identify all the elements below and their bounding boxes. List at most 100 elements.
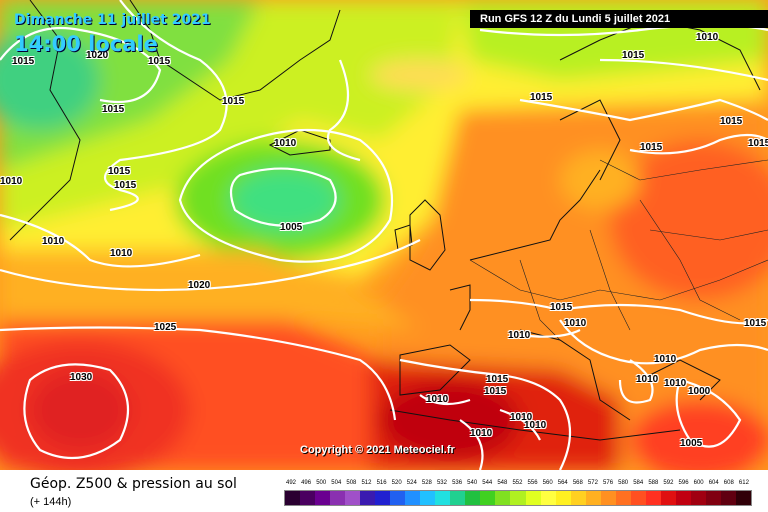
legend-label: 556 xyxy=(527,480,538,486)
legend-label: 496 xyxy=(301,480,312,486)
isobar-label: 1020 xyxy=(86,50,109,61)
legend-label: 524 xyxy=(406,480,417,486)
legend-swatch xyxy=(330,491,346,505)
legend-label: 548 xyxy=(497,480,508,486)
legend-label: 500 xyxy=(316,480,327,486)
legend-label: 504 xyxy=(331,480,342,486)
legend-swatch xyxy=(660,491,676,505)
legend-label: 508 xyxy=(346,480,357,486)
legend-label: 572 xyxy=(587,480,598,486)
isobar-label: 1015 xyxy=(640,142,663,153)
legend-swatch xyxy=(345,491,361,505)
isobar-label: 1010 xyxy=(426,394,449,405)
legend-label: 564 xyxy=(557,480,568,486)
model-run-info: Run GFS 12 Z du Lundi 5 juillet 2021 xyxy=(470,10,768,28)
legend-label: 560 xyxy=(542,480,553,486)
isobar-label: 1015 xyxy=(622,50,645,61)
legend-label: 540 xyxy=(467,480,478,486)
country-borders xyxy=(469,159,768,341)
legend-label: 536 xyxy=(452,480,463,486)
isobar-label: 1015 xyxy=(720,116,743,127)
isobar-label: 1010 xyxy=(564,318,587,329)
legend-label: 584 xyxy=(633,480,644,486)
legend-label: 520 xyxy=(391,480,402,486)
isobar-label: 1025 xyxy=(154,322,177,333)
legend-swatch xyxy=(600,491,616,505)
legend-footer: Géop. Z500 & pression au sol (+ 144h) 49… xyxy=(0,470,768,512)
isobar-label: 1015 xyxy=(748,138,768,149)
legend-swatch xyxy=(570,491,586,505)
legend-swatch xyxy=(390,491,406,505)
legend-label: 568 xyxy=(572,480,583,486)
legend-swatch xyxy=(300,491,316,505)
isobar-label: 1010 xyxy=(470,428,493,439)
forecast-offset: (+ 144h) xyxy=(30,496,72,508)
legend-swatch xyxy=(645,491,661,505)
legend-swatch xyxy=(480,491,496,505)
legend-swatch xyxy=(360,491,376,505)
legend-swatch xyxy=(615,491,631,505)
isobar-label: 1015 xyxy=(530,92,553,103)
legend-swatch xyxy=(675,491,691,505)
forecast-map: 1015 1020 1015 1015 1015 1010 1015 1015 1010 1005… xyxy=(0,0,768,470)
coastlines xyxy=(9,0,761,441)
isobar-label: 1010 xyxy=(274,138,297,149)
legend-label: 492 xyxy=(286,480,297,486)
isobar-label: 1000 xyxy=(688,386,711,397)
legend-label: 552 xyxy=(512,480,523,486)
legend-swatch xyxy=(375,491,391,505)
isobar-label: 1005 xyxy=(280,222,303,233)
isobar-label: 1015 xyxy=(108,166,131,177)
legend-swatch xyxy=(690,491,706,505)
isobar-label: 1010 xyxy=(524,420,547,431)
copyright: Copyright © 2021 Meteociel.fr xyxy=(300,444,455,456)
isobar-label: 1015 xyxy=(484,386,507,397)
legend-swatch xyxy=(315,491,331,505)
legend-swatch xyxy=(285,491,301,505)
isobar-label: 1015 xyxy=(102,104,125,115)
legend-swatch xyxy=(705,491,721,505)
legend-label: 600 xyxy=(693,480,704,486)
isobar-label: 1010 xyxy=(0,176,23,187)
isobar-label: 1010 xyxy=(510,412,533,423)
legend-swatch xyxy=(735,491,751,505)
legend-label: 576 xyxy=(603,480,614,486)
legend-label: 580 xyxy=(618,480,629,486)
isobar-label: 1010 xyxy=(696,32,719,43)
isobar-label: 1015 xyxy=(148,56,171,67)
isobar-label: 1010 xyxy=(654,354,677,365)
legend-swatch xyxy=(450,491,466,505)
legend-label: 512 xyxy=(361,480,372,486)
legend-label: 516 xyxy=(376,480,387,486)
isobar-label: 1030 xyxy=(70,372,93,383)
legend-swatch xyxy=(510,491,526,505)
legend-label: 592 xyxy=(663,480,674,486)
geopotential-shading xyxy=(0,0,768,470)
isobar-label: 1010 xyxy=(664,378,687,389)
legend-swatch xyxy=(435,491,451,505)
isobar-label: 1015 xyxy=(12,56,35,67)
legend-swatch xyxy=(720,491,736,505)
isobar-label: 1015 xyxy=(486,374,509,385)
legend-label: 532 xyxy=(436,480,447,486)
legend-labels: 492 496 500 504 508 512 516 520 524 528 532 536 540 5… xyxy=(284,480,752,489)
legend-label: 596 xyxy=(678,480,689,486)
legend-label: 608 xyxy=(723,480,734,486)
legend-swatch xyxy=(495,491,511,505)
legend-label: 528 xyxy=(421,480,432,486)
legend-swatch xyxy=(420,491,436,505)
legend-swatch xyxy=(540,491,556,505)
forecast-date: Dimanche 11 juillet 2021 xyxy=(14,12,211,28)
isobar-label: 1010 xyxy=(110,248,133,259)
legend-swatch xyxy=(465,491,481,505)
isobar-label: 1010 xyxy=(42,236,65,247)
legend-label: 612 xyxy=(738,480,749,486)
isobar-label: 1015 xyxy=(222,96,245,107)
legend-swatch xyxy=(585,491,601,505)
legend-label: 588 xyxy=(648,480,659,486)
legend-swatch xyxy=(630,491,646,505)
isobar-label: 1015 xyxy=(114,180,137,191)
isobar-label: 1015 xyxy=(744,318,767,329)
isobar-label: 1010 xyxy=(636,374,659,385)
legend-swatch xyxy=(555,491,571,505)
